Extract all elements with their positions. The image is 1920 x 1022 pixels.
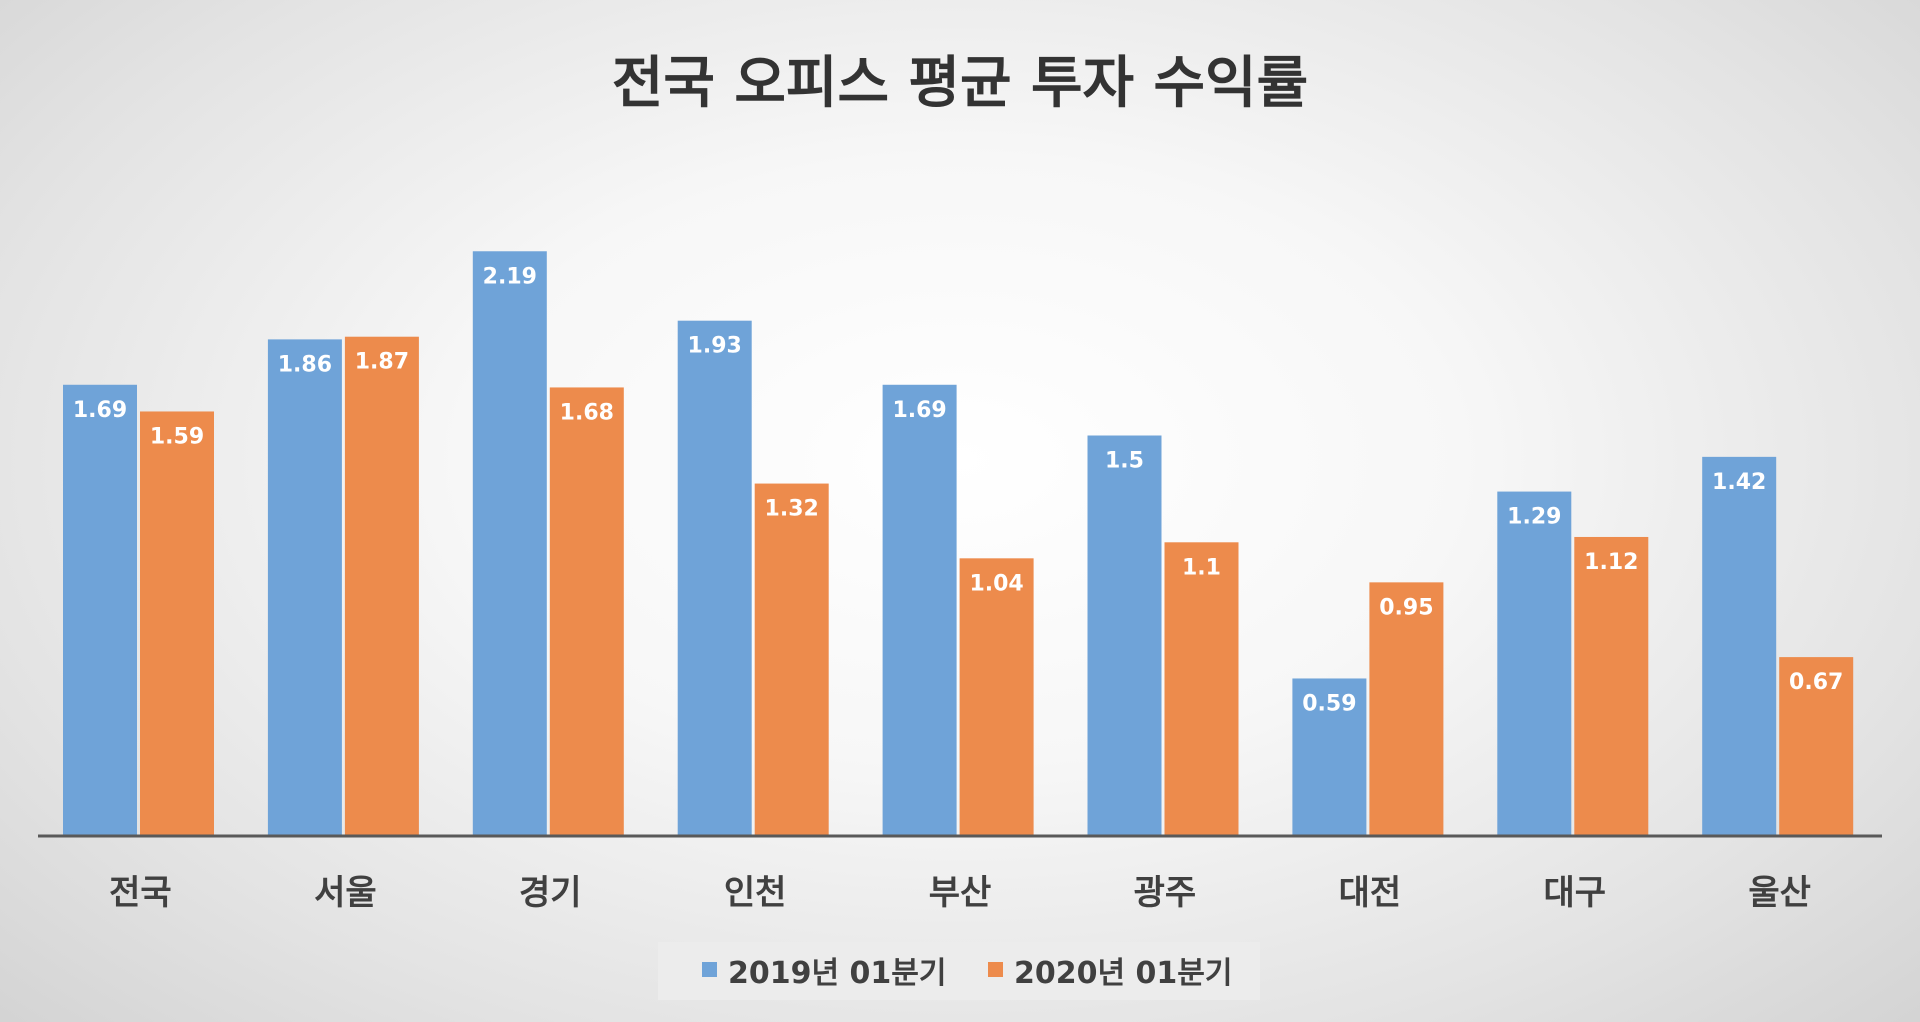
bar-1-8 xyxy=(1497,491,1572,836)
data-label-2-5: 1.04 xyxy=(969,571,1023,596)
bar-2-2 xyxy=(344,336,419,836)
category-label-9: 울산 xyxy=(1748,873,1811,913)
bar-2-1 xyxy=(140,411,214,836)
data-label-1-9: 1.42 xyxy=(1712,470,1766,495)
bar-1-6 xyxy=(1087,435,1162,836)
bar-1-9 xyxy=(1702,456,1777,836)
category-label-6: 광주 xyxy=(1134,873,1197,913)
bar-1-1 xyxy=(63,384,137,836)
category-label-5: 부산 xyxy=(929,873,992,913)
data-label-2-1: 1.59 xyxy=(150,424,204,449)
legend-marker-1 xyxy=(702,962,717,977)
data-label-1-1: 1.69 xyxy=(73,398,127,423)
bar-2-3 xyxy=(549,387,624,836)
bars-layer xyxy=(63,251,1854,836)
data-label-1-8: 1.29 xyxy=(1507,505,1561,530)
category-labels-layer: 전국 서울 경기 인천 부산 광주 대전 대구 울산 xyxy=(109,873,1811,913)
legend-label-1: 2019년 01분기 xyxy=(728,956,947,991)
category-label-4: 인천 xyxy=(724,873,787,913)
category-label-8: 대구 xyxy=(1543,873,1606,913)
data-label-2-2: 1.87 xyxy=(355,350,409,375)
bar-1-5 xyxy=(882,384,957,836)
legend-marker-2 xyxy=(988,962,1003,977)
data-labels-layer: 1.69 1.59 1.86 1.87 2.19 1.68 1.93 1.32 1.69 1.04… xyxy=(73,264,1843,716)
bar-1-7 xyxy=(1292,678,1367,836)
bar-2-8 xyxy=(1574,536,1649,836)
bar-1-2 xyxy=(267,339,342,836)
category-label-3: 경기 xyxy=(519,873,582,913)
data-label-1-2: 1.86 xyxy=(278,352,332,377)
bar-2-5 xyxy=(959,558,1034,836)
data-label-2-9: 0.67 xyxy=(1789,670,1843,695)
data-label-1-6: 1.5 xyxy=(1105,449,1144,474)
bar-2-7 xyxy=(1369,582,1444,836)
data-label-1-5: 1.69 xyxy=(892,398,946,423)
data-label-1-7: 0.59 xyxy=(1302,691,1356,716)
bar-1-4 xyxy=(677,320,752,836)
data-label-2-3: 1.68 xyxy=(560,400,614,425)
legend-background xyxy=(658,942,1260,1000)
data-label-2-8: 1.12 xyxy=(1584,550,1638,575)
legend-label-2: 2020년 01분기 xyxy=(1014,956,1233,991)
bar-2-4 xyxy=(754,483,829,836)
category-label-7: 대전 xyxy=(1339,873,1402,913)
data-label-2-7: 0.95 xyxy=(1379,595,1433,620)
chart-title: 전국 오피스 평균 투자 수익률 xyxy=(612,51,1308,116)
data-label-1-3: 2.19 xyxy=(483,264,537,289)
data-label-1-4: 1.93 xyxy=(688,334,742,359)
category-label-2: 서울 xyxy=(314,873,377,913)
bar-2-6 xyxy=(1164,542,1239,836)
bar-2-9 xyxy=(1779,657,1854,836)
data-label-2-4: 1.32 xyxy=(765,497,819,522)
bar-1-3 xyxy=(472,251,547,836)
legend: 2019년 01분기 2020년 01분기 xyxy=(658,942,1260,1000)
category-label-1: 전국 xyxy=(109,873,172,913)
data-label-2-6: 1.1 xyxy=(1182,555,1221,580)
